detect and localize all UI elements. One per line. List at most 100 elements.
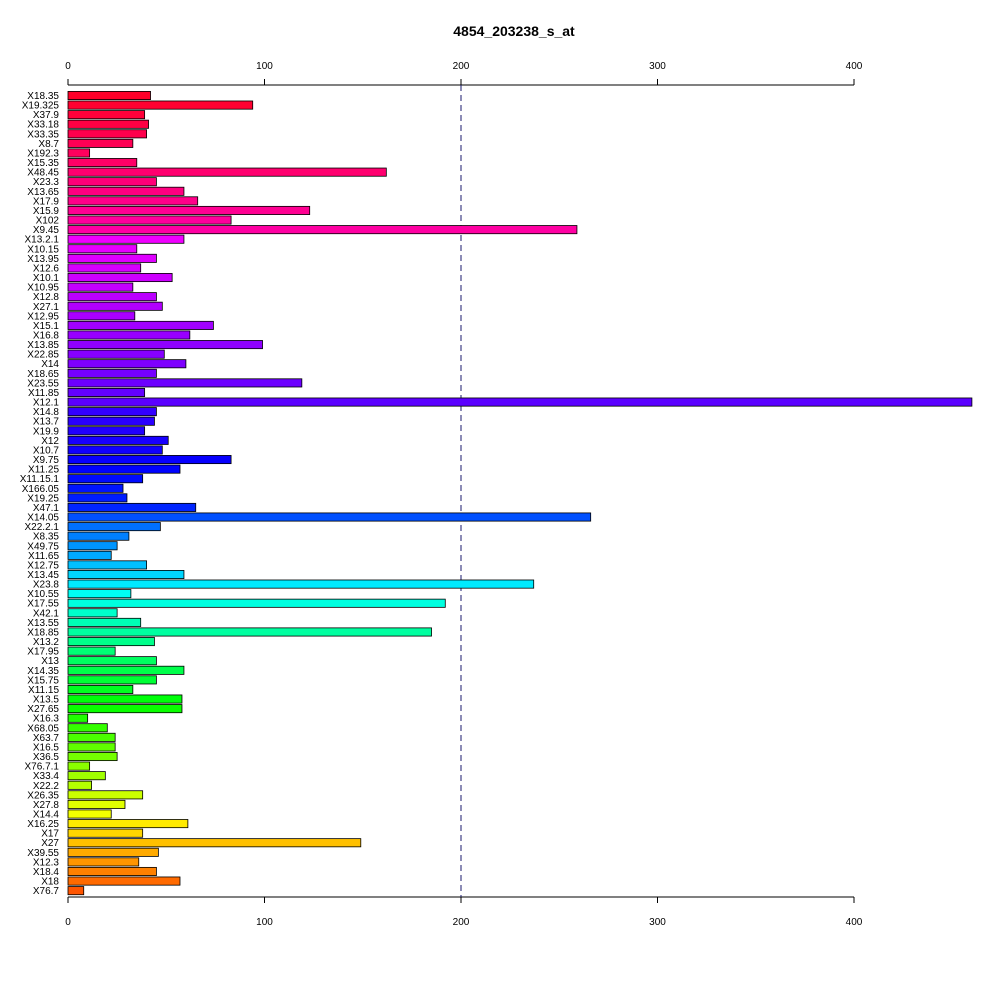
category-label: X27.8 [33,800,60,811]
bar [67,847,159,857]
category-label: X42.1 [33,608,60,619]
chart-title: 4854_203238_s_at [453,23,575,39]
bar [67,502,197,512]
category-label: X18.35 [27,91,59,102]
category-label: X12.1 [33,398,60,409]
category-label: X22.2 [33,781,60,792]
category-label: X12.6 [33,263,60,274]
bar [67,301,163,311]
category-label: X37.9 [33,110,60,121]
bar [67,838,362,848]
bar [67,196,199,206]
bar [67,694,183,704]
tick-label: 300 [649,917,666,928]
category-label: X33.18 [27,120,59,131]
bar [67,349,165,359]
bar [67,177,157,187]
category-label: X13.45 [27,570,59,581]
tick-label: 300 [649,61,666,72]
category-label: X12.8 [33,292,60,303]
category-label: X13.5 [33,695,60,706]
category-label: X23.3 [33,177,60,188]
category-label: X13.55 [27,618,59,629]
bar [67,560,147,570]
bar [67,397,973,407]
tick-label: 0 [65,917,71,928]
tick-label: 100 [256,61,273,72]
category-label: X11.85 [28,388,59,399]
bar [67,866,157,876]
category-label: X14.35 [27,666,59,677]
bar [67,138,134,148]
bar [67,407,157,417]
category-label: X13 [41,656,59,667]
category-label: X8.7 [38,139,59,150]
category-label: X68.05 [27,723,59,734]
category-label: X16.8 [33,331,60,342]
bar [67,732,116,742]
bar [67,493,128,503]
bar [67,158,138,168]
category-label: X17.9 [33,196,60,207]
tick-label: 400 [846,917,863,928]
bar [67,828,144,838]
bar [67,330,191,340]
category-label: X17.55 [27,599,59,610]
category-label: X18 [41,877,59,888]
category-label: X15.35 [27,158,59,169]
category-label: X27.65 [27,704,59,715]
bar [67,282,134,292]
tick-label: 100 [256,917,273,928]
bar [67,215,232,225]
category-label: X12.95 [27,311,59,322]
tick-label: 400 [846,61,863,72]
category-label: X39.55 [27,848,59,859]
bar [67,598,446,608]
bar [67,205,311,215]
category-label: X15.75 [27,675,59,686]
category-label: X19.25 [27,493,59,504]
tick-label: 0 [65,61,71,72]
tick-label: 200 [453,917,470,928]
bar [67,550,112,560]
category-label: X14.8 [33,407,60,418]
category-label: X12.3 [33,857,60,868]
bar [67,292,157,302]
category-label: X16.5 [33,742,60,753]
bar [67,320,214,330]
bar [67,234,185,244]
category-label: X10.55 [27,589,59,600]
bar [67,378,303,388]
category-label: X9.45 [33,225,60,236]
bar [67,91,151,101]
category-label: X10.1 [33,273,60,284]
category-label: X33.35 [27,129,59,140]
category-label: X12 [41,436,59,447]
bar [67,723,108,733]
bar [67,608,118,618]
bar [67,455,232,465]
bar [67,790,144,800]
bar [67,359,187,369]
category-label: X13.2.1 [25,235,60,246]
bar [67,627,432,637]
tick-label: 200 [453,61,470,72]
category-label: X22.2.1 [25,522,60,533]
category-label: X19.325 [22,101,60,112]
category-label: X23.55 [27,378,59,389]
bar [67,637,155,647]
category-label: X36.5 [33,752,60,763]
bar [67,100,254,110]
bar [67,474,144,484]
category-label: X23.8 [33,580,60,591]
bar [67,435,169,445]
bar [67,886,85,896]
category-label: X15.1 [33,321,60,332]
bar [67,704,183,714]
bar [67,589,132,599]
category-label: X16.3 [33,714,60,725]
bar [67,799,126,809]
bar [67,570,185,580]
bar [67,742,116,752]
category-label: X18.65 [27,369,59,380]
